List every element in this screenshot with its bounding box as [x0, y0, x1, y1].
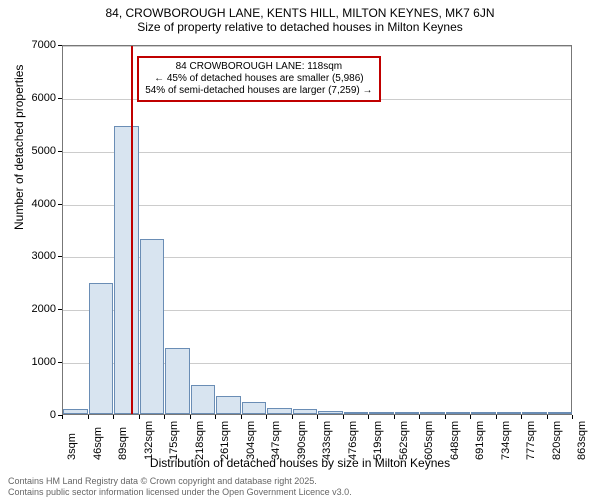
histogram-bar	[140, 239, 165, 414]
histogram-bar	[369, 412, 394, 414]
x-tick-label: 648sqm	[449, 421, 461, 460]
histogram-bar	[471, 412, 496, 414]
histogram-bar	[114, 126, 139, 414]
histogram-bar	[395, 412, 420, 414]
histogram-bar	[446, 412, 471, 414]
y-tick-mark	[58, 98, 62, 99]
histogram-bar	[497, 412, 522, 414]
x-tick-mark	[470, 415, 471, 419]
x-tick-label: 562sqm	[398, 421, 410, 460]
histogram-bar	[242, 402, 267, 414]
title-line1: 84, CROWBOROUGH LANE, KENTS HILL, MILTON…	[10, 6, 590, 20]
x-tick-mark	[139, 415, 140, 419]
x-tick-mark	[343, 415, 344, 419]
histogram-bar	[344, 412, 369, 414]
x-tick-mark	[496, 415, 497, 419]
x-tick-label: 175sqm	[168, 421, 180, 460]
histogram-bar	[165, 348, 190, 414]
x-tick-mark	[572, 415, 573, 419]
y-tick-label: 2000	[32, 303, 56, 315]
x-tick-mark	[215, 415, 216, 419]
title-line2: Size of property relative to detached ho…	[10, 20, 590, 34]
histogram-bar	[216, 396, 241, 415]
footer-attributions: Contains HM Land Registry data © Crown c…	[8, 476, 352, 498]
info-line3: 54% of semi-detached houses are larger (…	[145, 85, 372, 97]
gridline	[63, 205, 571, 206]
y-tick-label: 3000	[32, 250, 56, 262]
x-tick-mark	[88, 415, 89, 419]
histogram-bar	[318, 411, 343, 414]
y-tick-label: 0	[50, 409, 56, 421]
x-tick-label: 863sqm	[576, 421, 588, 460]
footer-line2: Contains public sector information licen…	[8, 487, 352, 498]
x-tick-mark	[266, 415, 267, 419]
histogram-bar	[548, 412, 573, 414]
histogram-bar	[420, 412, 445, 414]
x-tick-mark	[241, 415, 242, 419]
x-tick-mark	[113, 415, 114, 419]
x-tick-label: 218sqm	[194, 421, 206, 460]
x-tick-mark	[419, 415, 420, 419]
histogram-bar	[293, 409, 318, 414]
x-axis-label: Distribution of detached houses by size …	[0, 456, 600, 470]
footer-line1: Contains HM Land Registry data © Crown c…	[8, 476, 352, 487]
x-tick-mark	[368, 415, 369, 419]
x-tick-mark	[292, 415, 293, 419]
chart-title-block: 84, CROWBOROUGH LANE, KENTS HILL, MILTON…	[0, 0, 600, 38]
y-tick-mark	[58, 204, 62, 205]
y-tick-label: 5000	[32, 145, 56, 157]
y-tick-mark	[58, 45, 62, 46]
y-tick-mark	[58, 151, 62, 152]
y-tick-mark	[58, 309, 62, 310]
x-tick-mark	[62, 415, 63, 419]
x-tick-mark	[190, 415, 191, 419]
x-tick-label: 304sqm	[245, 421, 257, 460]
x-tick-label: 132sqm	[143, 421, 155, 460]
x-tick-mark	[521, 415, 522, 419]
gridline	[63, 152, 571, 153]
x-tick-mark	[445, 415, 446, 419]
info-line1: 84 CROWBOROUGH LANE: 118sqm	[145, 61, 372, 73]
chart-plot-area: 84 CROWBOROUGH LANE: 118sqm ← 45% of det…	[62, 45, 572, 415]
y-tick-label: 6000	[32, 92, 56, 104]
x-tick-mark	[164, 415, 165, 419]
y-tick-label: 4000	[32, 198, 56, 210]
x-tick-label: 777sqm	[525, 421, 537, 460]
x-tick-label: 734sqm	[500, 421, 512, 460]
x-tick-mark	[547, 415, 548, 419]
x-tick-label: 347sqm	[270, 421, 282, 460]
x-tick-label: 519sqm	[372, 421, 384, 460]
x-tick-label: 433sqm	[321, 421, 333, 460]
histogram-bar	[522, 412, 547, 414]
y-axis-label: Number of detached properties	[12, 65, 26, 230]
y-tick-label: 1000	[32, 356, 56, 368]
x-tick-label: 605sqm	[423, 421, 435, 460]
x-tick-label: 390sqm	[296, 421, 308, 460]
y-tick-label: 7000	[32, 39, 56, 51]
info-line2: ← 45% of detached houses are smaller (5,…	[145, 73, 372, 85]
x-tick-mark	[394, 415, 395, 419]
x-tick-label: 691sqm	[474, 421, 486, 460]
x-tick-label: 261sqm	[219, 421, 231, 460]
histogram-bar	[267, 408, 292, 414]
histogram-bar	[89, 283, 114, 414]
property-info-box: 84 CROWBOROUGH LANE: 118sqm ← 45% of det…	[137, 56, 380, 102]
x-tick-label: 820sqm	[551, 421, 563, 460]
histogram-bar	[63, 409, 88, 414]
property-marker-line	[131, 46, 133, 414]
histogram-bar	[191, 385, 216, 414]
x-tick-mark	[317, 415, 318, 419]
y-tick-mark	[58, 256, 62, 257]
x-tick-label: 476sqm	[347, 421, 359, 460]
gridline	[63, 46, 571, 47]
y-tick-mark	[58, 362, 62, 363]
